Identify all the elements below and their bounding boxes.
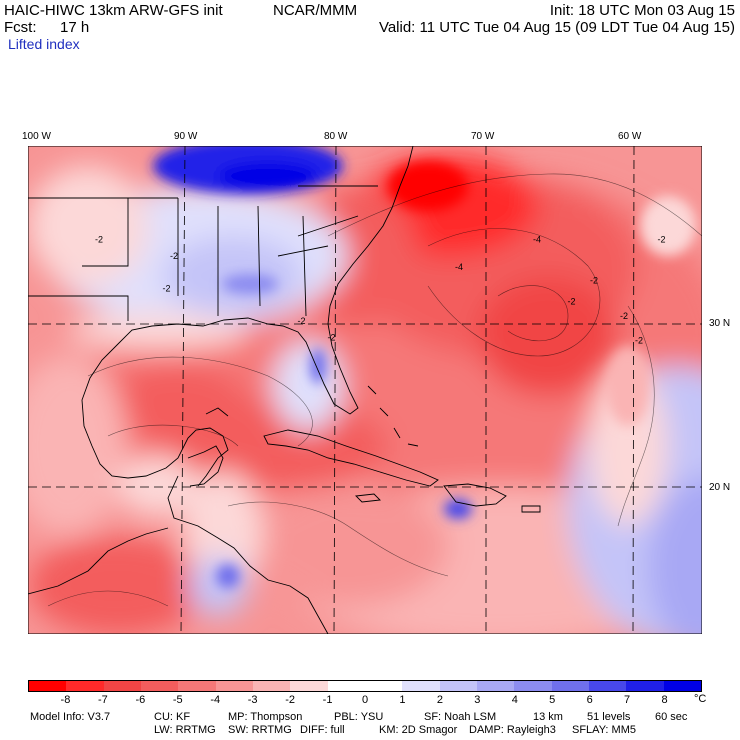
colorbar-swatch (290, 681, 328, 691)
colorbar-tick-label: -4 (210, 694, 221, 706)
lw-scheme: LW: RRTMG (154, 724, 216, 736)
sflay-scheme: SFLAY: MM5 (572, 724, 636, 736)
time-step: 60 sec (655, 711, 688, 723)
colorbar-swatch (626, 681, 664, 691)
colorbar-tick-label: 3 (474, 694, 481, 706)
contour-label: -4 (533, 235, 541, 245)
field-name: Lifted index (8, 36, 80, 52)
colorbar-swatch (327, 681, 365, 691)
cu-scheme: CU: KF (154, 711, 191, 723)
lon-label-90w: 90 W (174, 131, 198, 142)
colorbar-swatch (66, 681, 104, 691)
contour-label: -2 (328, 332, 336, 342)
contour-label: -4 (455, 262, 463, 272)
diff-scheme: DIFF: full (300, 724, 345, 736)
colorbar-tick-label: 6 (586, 694, 593, 706)
contour-label: -2 (163, 283, 171, 293)
colorbar-swatch (140, 681, 179, 691)
contour-label: -2 (658, 235, 666, 245)
lat-label-30n: 30 N (709, 318, 731, 329)
colorbar-swatch (252, 681, 291, 691)
colorbar-swatch (215, 681, 253, 691)
colorbar-unit: °C (694, 693, 707, 705)
coastlines (28, 146, 702, 634)
lon-label-70w: 70 W (471, 131, 495, 142)
lon-label-60w: 60 W (618, 131, 642, 142)
lifted-index-map: -2 -2 -2 -4 -4 -2 -2 -2 -2 -2 -2 -2 (28, 146, 702, 634)
contour-label: -2 (620, 311, 628, 321)
init-time: Init: 18 UTC Mon 03 Aug 15 (549, 2, 735, 19)
colorbar-tick-label: -1 (322, 694, 333, 706)
forecast-hour: 17 h (60, 19, 90, 36)
damp-scheme: DAMP: Rayleigh3 (469, 724, 556, 736)
colorbar-tick-label: -8 (60, 694, 71, 706)
contour-label: -2 (590, 275, 598, 285)
colorbar-tick-label: -2 (285, 694, 295, 706)
colorbar-tick-label: 2 (436, 694, 443, 706)
sw-scheme: SW: RRTMG (228, 724, 292, 736)
colorbar-tick-label: 5 (549, 694, 556, 706)
vertical-levels: 51 levels (587, 711, 631, 723)
colorbar-tick-label: 0 (361, 694, 369, 706)
colorbar-tick-label: 8 (661, 694, 668, 706)
lon-label-80w: 80 W (324, 131, 348, 142)
colorbar-tick-label: -6 (135, 694, 146, 706)
contour-label: -2 (170, 251, 178, 261)
valid-time: Valid: 11 UTC Tue 04 Aug 15 (09 LDT Tue … (378, 19, 735, 36)
colorbar-tick-label: -3 (247, 694, 258, 706)
contour-label: -2 (95, 235, 103, 245)
sf-scheme: SF: Noah LSM (424, 711, 497, 723)
colorbar-tick-label: -5 (172, 694, 183, 706)
model-title: HAIC-HIWC 13km ARW-GFS init (4, 2, 223, 19)
colorbar-swatch (364, 681, 403, 691)
colorbar-tick-label: 1 (399, 694, 406, 706)
lat-label-20n: 20 N (709, 482, 731, 493)
field-shading (28, 146, 702, 634)
colorbar-swatch (103, 681, 141, 691)
org-label: NCAR/MMM (273, 2, 358, 19)
forecast-label: Fcst: (4, 19, 37, 36)
colorbar-swatch (551, 681, 589, 691)
contour-label: -2 (635, 336, 643, 346)
resolution: 13 km (533, 711, 563, 723)
contour-lines (47, 173, 702, 607)
contour-label: -2 (568, 296, 576, 306)
pbl-scheme: PBL: YSU (334, 711, 384, 723)
colorbar-swatch (663, 681, 701, 691)
colorbar-swatch (29, 681, 67, 691)
model-info: Model Info: V3.7 (30, 711, 111, 723)
contour-labels: -2 -2 -2 -4 -4 -2 -2 -2 -2 -2 -2 -2 (95, 235, 666, 346)
colorbar (28, 680, 702, 692)
colorbar-swatch (178, 681, 216, 691)
colorbar-swatch (402, 681, 440, 691)
colorbar-swatch (514, 681, 552, 691)
km-scheme: KM: 2D Smagor (379, 724, 458, 736)
latlon-grid (28, 146, 702, 634)
contour-label: -2 (298, 316, 306, 326)
colorbar-swatch (588, 681, 627, 691)
colorbar-swatch (439, 681, 477, 691)
lon-label-100w: 100 W (22, 131, 51, 142)
colorbar-swatch (476, 681, 515, 691)
colorbar-tick-label: -7 (97, 694, 108, 706)
colorbar-tick-label: 7 (624, 694, 631, 706)
mp-scheme: MP: Thompson (228, 711, 303, 723)
colorbar-tick-label: 4 (511, 694, 518, 706)
